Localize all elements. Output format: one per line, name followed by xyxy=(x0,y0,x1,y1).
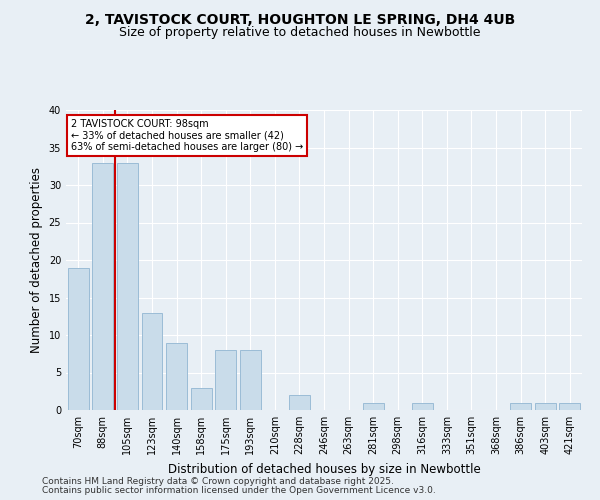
Bar xyxy=(362,402,383,410)
Bar xyxy=(142,312,163,410)
Y-axis label: Number of detached properties: Number of detached properties xyxy=(30,167,43,353)
Text: 2, TAVISTOCK COURT, HOUGHTON LE SPRING, DH4 4UB: 2, TAVISTOCK COURT, HOUGHTON LE SPRING, … xyxy=(85,12,515,26)
Text: Contains HM Land Registry data © Crown copyright and database right 2025.: Contains HM Land Registry data © Crown c… xyxy=(42,477,394,486)
X-axis label: Distribution of detached houses by size in Newbottle: Distribution of detached houses by size … xyxy=(167,462,481,475)
Bar xyxy=(117,162,138,410)
Bar xyxy=(240,350,261,410)
Bar xyxy=(535,402,556,410)
Bar xyxy=(166,342,187,410)
Text: 2 TAVISTOCK COURT: 98sqm
← 33% of detached houses are smaller (42)
63% of semi-d: 2 TAVISTOCK COURT: 98sqm ← 33% of detach… xyxy=(71,119,304,152)
Bar xyxy=(559,402,580,410)
Bar xyxy=(92,162,113,410)
Bar xyxy=(68,268,89,410)
Bar xyxy=(215,350,236,410)
Bar xyxy=(191,388,212,410)
Bar xyxy=(289,395,310,410)
Text: Contains public sector information licensed under the Open Government Licence v3: Contains public sector information licen… xyxy=(42,486,436,495)
Bar xyxy=(412,402,433,410)
Text: Size of property relative to detached houses in Newbottle: Size of property relative to detached ho… xyxy=(119,26,481,39)
Bar xyxy=(510,402,531,410)
